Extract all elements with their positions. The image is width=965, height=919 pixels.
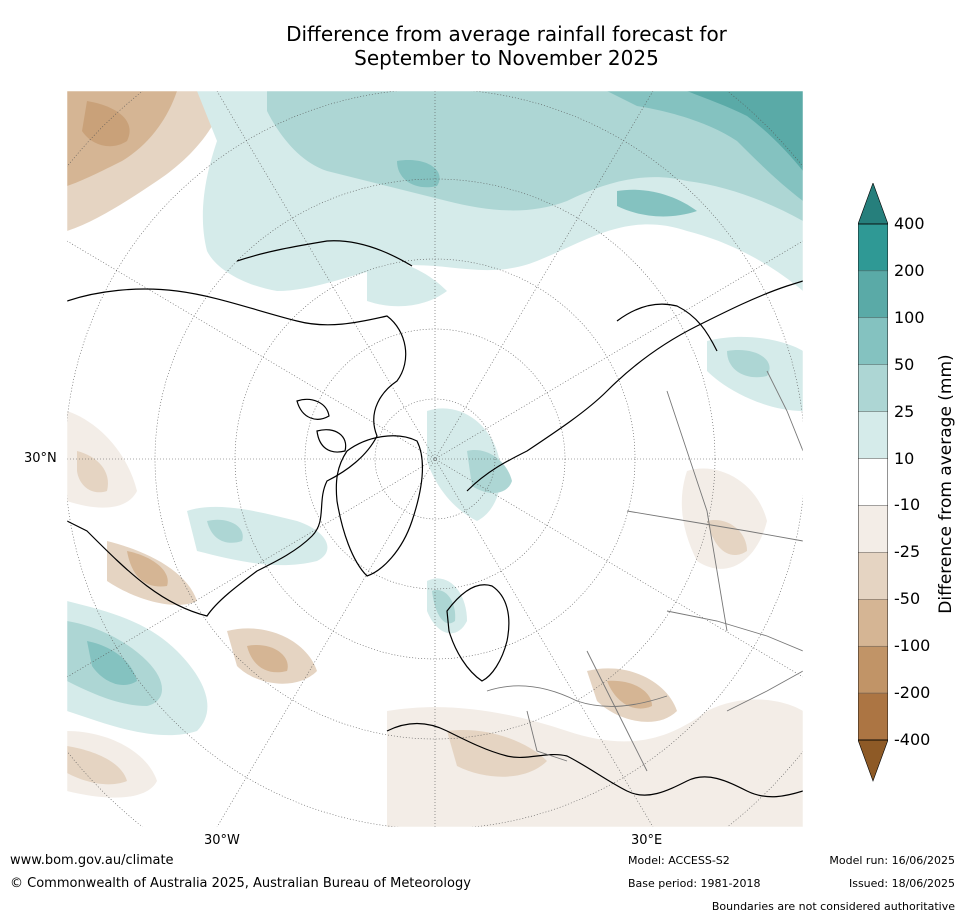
colorbar-tick-label: 400 [894,214,925,233]
colorbar-segment [858,317,888,365]
colorbar-segment [858,364,888,412]
wet-anomaly-arctic [187,260,803,634]
colorbar-tick-label: -400 [894,730,931,749]
graticule [67,91,803,827]
colorbar-tick-label: -25 [894,542,921,562]
coastlines [67,240,803,798]
lon-label-30e: 30°E [631,833,663,848]
lat-label-30n: 30°N [24,451,57,466]
colorbar-segment [858,692,888,741]
footer-issued: Issued: 18/06/2025 [848,877,955,890]
colorbar-tick-label: 100 [894,307,925,327]
country-borders [486,370,803,772]
footer-disclaimer: Boundaries are not considered authoritat… [711,900,955,913]
colorbar-segment [858,599,888,647]
footer-base-period: Base period: 1981-2018 [628,877,761,890]
footer-website: www.bom.gov.au/climate [10,853,174,868]
colorbar-segment [858,223,888,272]
colorbar-segment [858,552,888,600]
colorbar-tick-label: 200 [894,260,925,280]
colorbar-tick-label: 25 [894,401,915,421]
colorbar [858,183,888,782]
colorbar-over-triangle [858,183,888,225]
footer-copyright: © Commonwealth of Australia 2025, Austra… [10,876,471,891]
footer-model-run: Model run: 16/06/2025 [829,854,955,867]
wet-anomaly-north-band [197,91,803,291]
lon-label-30w: 30°W [204,833,240,848]
colorbar-segments [858,223,888,741]
colorbar-segment [858,505,888,553]
colorbar-segment [858,645,888,694]
footer-model: Model: ACCESS-S2 [628,854,730,867]
colorbar-tick-label: -100 [894,636,931,656]
dry-anomaly-europe [387,468,803,827]
colorbar-segment [858,411,888,459]
colorbar-under-triangle [858,739,888,782]
colorbar-segment [858,270,888,319]
wet-anomaly-atlantic [67,601,208,736]
dry-anomaly-west [67,411,317,798]
dry-anomaly-top-left [67,91,227,231]
colorbar-tick-label: -200 [894,683,931,703]
title-line-2: September to November 2025 [354,46,659,70]
colorbar-tick-label: -10 [894,495,921,515]
colorbar-tick-label: 10 [894,448,915,468]
colorbar-tick-label: 50 [894,354,915,374]
chart-title: Difference from average rainfall forecas… [0,22,965,70]
colorbar-tick-label: -50 [894,589,921,609]
title-line-1: Difference from average rainfall forecas… [286,22,727,46]
forecast-map [67,91,803,827]
colorbar-segment [858,458,888,506]
